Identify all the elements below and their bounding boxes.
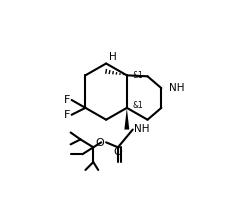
Text: NH: NH xyxy=(169,83,184,93)
Text: &1: &1 xyxy=(132,71,143,80)
Text: O: O xyxy=(95,138,104,148)
Text: O: O xyxy=(113,147,122,157)
Polygon shape xyxy=(124,108,129,130)
Text: F: F xyxy=(63,110,70,120)
Text: H: H xyxy=(109,52,116,62)
Text: &1: &1 xyxy=(132,101,143,110)
Text: NH: NH xyxy=(133,124,149,134)
Text: F: F xyxy=(63,95,70,105)
